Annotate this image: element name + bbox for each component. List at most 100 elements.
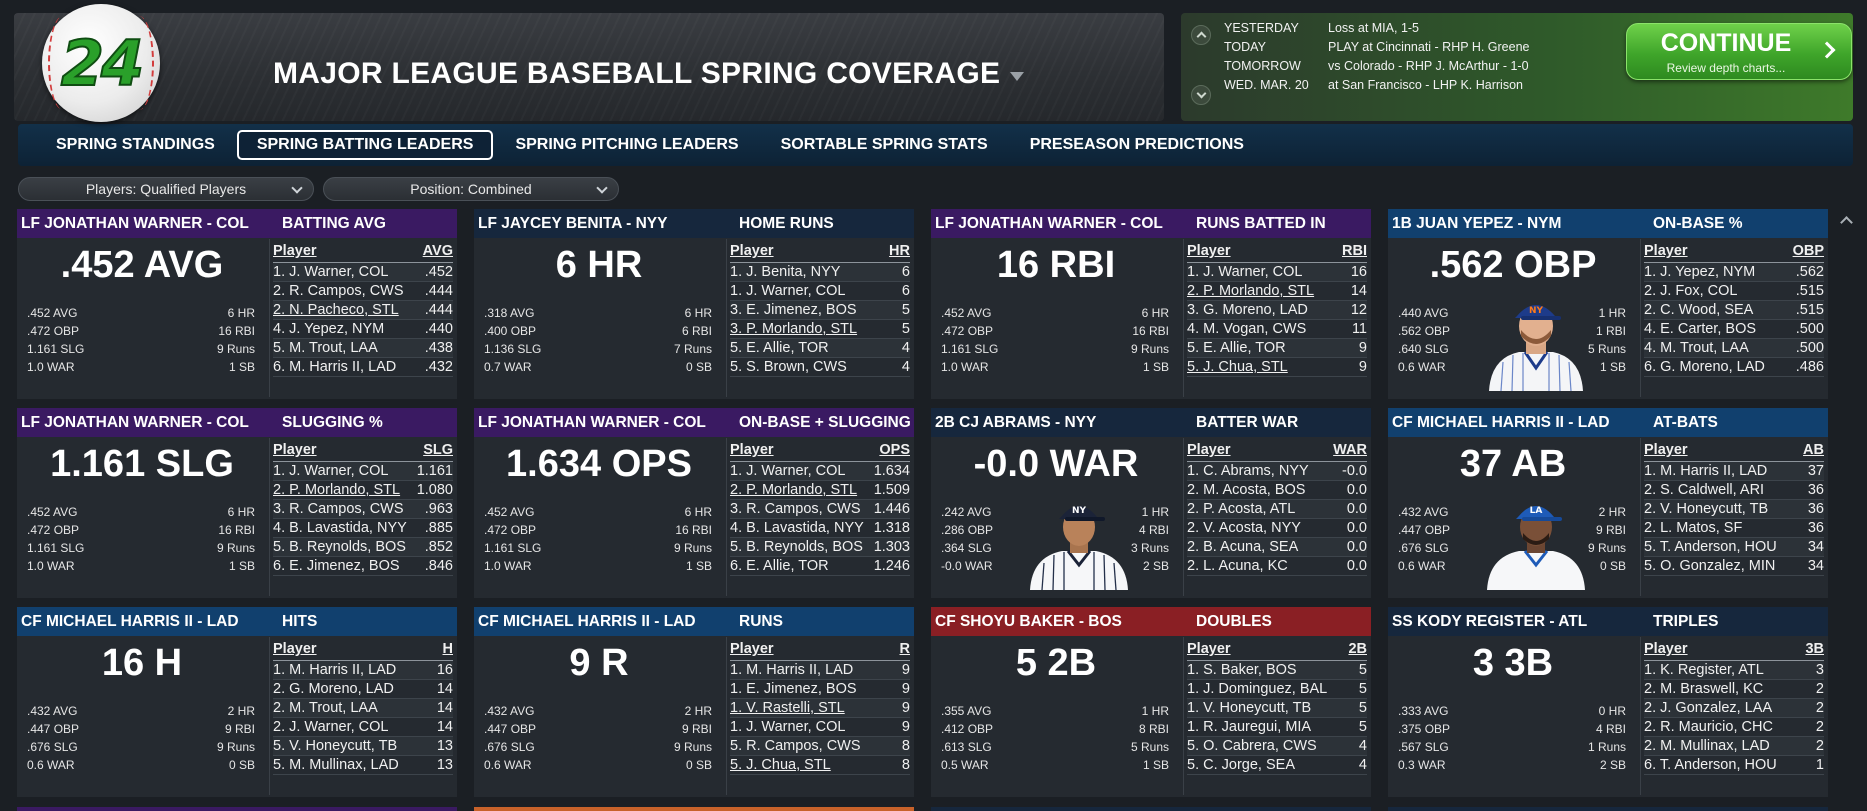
column-header-player[interactable]: Player (1644, 243, 1688, 259)
leaders-table-row[interactable]: 1. V. Rastelli, STL 9 (730, 699, 910, 718)
tab-spring-pitching-leaders[interactable]: SPRING PITCHING LEADERS (515, 136, 739, 153)
card-player-name[interactable]: CF MICHAEL HARRIS II - LAD (478, 612, 696, 630)
leader-name[interactable]: 2. M. Braswell, KC (1644, 681, 1764, 697)
leader-name[interactable]: 1. J. Warner, COL (1187, 264, 1303, 280)
leader-name[interactable]: 2. L. Acuna, KC (1187, 558, 1288, 574)
leader-name[interactable]: 2. R. Campos, CWS (273, 283, 404, 299)
leaders-table-row[interactable]: 5. O. Cabrera, CWS 4 (1187, 737, 1367, 756)
leader-name[interactable]: 1. M. Harris II, LAD (730, 662, 854, 678)
card-player-name[interactable]: 1B JUAN YEPEZ - NYM (1392, 214, 1562, 232)
leaders-table-row[interactable]: 4. M. Vogan, CWS 11 (1187, 320, 1367, 339)
column-header-stat[interactable]: WAR (1333, 442, 1367, 458)
leaders-table-row[interactable]: 4. B. Lavastida, NYY 1.318 (730, 519, 910, 538)
leader-name[interactable]: 5. B. Reynolds, BOS (730, 539, 863, 555)
leader-name[interactable]: 5. R. Campos, CWS (730, 738, 861, 754)
leader-name[interactable]: 2. M. Acosta, BOS (1187, 482, 1306, 498)
leaders-table-row[interactable]: 6. E. Jimenez, BOS .846 (273, 557, 453, 576)
players-filter-dropdown[interactable]: Players: Qualified Players (18, 177, 314, 201)
column-header-player[interactable]: Player (730, 442, 774, 458)
leader-name[interactable]: 5. O. Gonzalez, MIN (1644, 558, 1776, 574)
card-header[interactable]: 1B JUAN YEPEZ - NYM ON-BASE % (1388, 209, 1828, 238)
leaders-table-row[interactable]: 2. V. Acosta, NYY 0.0 (1187, 519, 1367, 538)
leaders-table-row[interactable]: 1. J. Benita, NYY 6 (730, 263, 910, 282)
card-player-name[interactable]: LF JONATHAN WARNER - COL (935, 214, 1163, 232)
leaders-table-row[interactable]: 1. J. Warner, COL 6 (730, 282, 910, 301)
column-header-player[interactable]: Player (1187, 641, 1231, 657)
leaders-table-row[interactable]: 2. P. Acosta, ATL 0.0 (1187, 500, 1367, 519)
leaders-table-row[interactable]: 1. V. Honeycutt, TB 5 (1187, 699, 1367, 718)
leader-name[interactable]: 2. C. Wood, SEA (1644, 302, 1754, 318)
leader-name[interactable]: 2. M. Trout, LAA (273, 700, 378, 716)
leader-name[interactable]: 2. N. Pacheco, STL (273, 302, 399, 318)
leader-name[interactable]: 1. J. Warner, COL (730, 283, 846, 299)
leader-name[interactable]: 5. M. Mullinax, LAD (273, 757, 399, 773)
leaders-table-row[interactable]: 1. M. Harris II, LAD 9 (730, 661, 910, 680)
card-header[interactable]: CF MICHAEL HARRIS II - LAD HITS (17, 607, 457, 636)
leader-name[interactable]: 1. J. Yepez, NYM (1644, 264, 1756, 280)
leader-name[interactable]: 5. J. Chua, STL (730, 757, 831, 773)
leaders-table-row[interactable]: 2. P. Morlando, STL 1.509 (730, 481, 910, 500)
leaders-table-row[interactable]: 6. T. Anderson, HOU 1 (1644, 756, 1824, 775)
leaders-table-row[interactable]: 3. G. Moreno, LAD 12 (1187, 301, 1367, 320)
leader-name[interactable]: 2. P. Acosta, ATL (1187, 501, 1296, 517)
card-player-name[interactable]: LF JAYCEY BENITA - NYY (478, 214, 668, 232)
column-header-stat[interactable]: AB (1803, 442, 1824, 458)
leaders-table-row[interactable]: 1. M. Harris II, LAD 37 (1644, 462, 1824, 481)
leaders-table-row[interactable]: 2. M. Mullinax, LAD 2 (1644, 737, 1824, 756)
leaders-table-row[interactable]: 2. N. Pacheco, STL .444 (273, 301, 453, 320)
leader-name[interactable]: 2. J. Gonzalez, LAA (1644, 700, 1773, 716)
column-header-stat[interactable]: 2B (1348, 641, 1367, 657)
leaders-table-row[interactable]: 2. S. Caldwell, ARI 36 (1644, 481, 1824, 500)
column-header-stat[interactable]: OPS (879, 442, 910, 458)
leader-name[interactable]: 1. K. Register, ATL (1644, 662, 1764, 678)
leader-name[interactable]: 1. J. Warner, COL (730, 719, 846, 735)
card-header[interactable]: LF JONATHAN WARNER - COL ON-BASE + SLUGGI… (474, 408, 914, 437)
column-header-stat[interactable]: OBP (1792, 243, 1824, 259)
leader-name[interactable]: 2. G. Moreno, LAD (273, 681, 394, 697)
leaders-table-row[interactable]: 1. J. Warner, COL .452 (273, 263, 453, 282)
leader-name[interactable]: 4. B. Lavastida, NYY (730, 520, 864, 536)
leader-name[interactable]: 5. E. Allie, TOR (730, 340, 829, 356)
column-header-player[interactable]: Player (273, 442, 317, 458)
leader-name[interactable]: 4. M. Trout, LAA (1644, 340, 1749, 356)
leaders-table-row[interactable]: 4. J. Yepez, NYM .440 (273, 320, 453, 339)
leader-name[interactable]: 6. M. Harris II, LAD (273, 359, 397, 375)
leader-name[interactable]: 1. J. Warner, COL (273, 264, 389, 280)
leaders-table-row[interactable]: 5. B. Reynolds, BOS 1.303 (730, 538, 910, 557)
leader-name[interactable]: 1. V. Rastelli, STL (730, 700, 845, 716)
leaders-table-row[interactable]: 3. P. Morlando, STL 5 (730, 320, 910, 339)
leaders-table-row[interactable]: 2. M. Acosta, BOS 0.0 (1187, 481, 1367, 500)
leaders-table-row[interactable]: 5. J. Chua, STL 9 (1187, 358, 1367, 377)
leader-name[interactable]: 1. R. Jauregui, MIA (1187, 719, 1312, 735)
column-header-player[interactable]: Player (1644, 442, 1688, 458)
column-header-stat[interactable]: SLG (423, 442, 453, 458)
column-header-stat[interactable]: 3B (1805, 641, 1824, 657)
leaders-table-row[interactable]: 5. C. Jorge, SEA 4 (1187, 756, 1367, 775)
leaders-table-row[interactable]: 1. J. Yepez, NYM .562 (1644, 263, 1824, 282)
card-player-name[interactable]: LF JONATHAN WARNER - COL (21, 214, 249, 232)
leader-name[interactable]: 1. J. Warner, COL (273, 463, 389, 479)
schedule-up-button[interactable] (1191, 25, 1211, 45)
leader-name[interactable]: 1. M. Harris II, LAD (1644, 463, 1768, 479)
page-title[interactable]: MAJOR LEAGUE BASEBALL SPRING COVERAGE (273, 57, 1001, 90)
leader-name[interactable]: 1. J. Benita, NYY (730, 264, 841, 280)
leader-name[interactable]: 6. G. Moreno, LAD (1644, 359, 1765, 375)
leaders-table-row[interactable]: 2. V. Honeycutt, TB 36 (1644, 500, 1824, 519)
continue-button[interactable]: CONTINUE Review depth charts... (1626, 23, 1852, 80)
leaders-table-row[interactable]: 2. C. Wood, SEA .515 (1644, 301, 1824, 320)
leader-name[interactable]: 2. V. Acosta, NYY (1187, 520, 1301, 536)
leader-name[interactable]: 5. V. Honeycutt, TB (273, 738, 398, 754)
column-header-player[interactable]: Player (1644, 641, 1688, 657)
leader-name[interactable]: 5. T. Anderson, HOU (1644, 539, 1777, 555)
leader-name[interactable]: 2. J. Warner, COL (273, 719, 389, 735)
card-header[interactable]: CF SHOYU BAKER - BOS DOUBLES (931, 607, 1371, 636)
leader-name[interactable]: 3. E. Jimenez, BOS (730, 302, 857, 318)
leaders-table-row[interactable]: 2. M. Braswell, KC 2 (1644, 680, 1824, 699)
leaders-table-row[interactable]: 3. E. Jimenez, BOS 5 (730, 301, 910, 320)
leader-name[interactable]: 5. O. Cabrera, CWS (1187, 738, 1317, 754)
card-player-name[interactable]: SS KODY REGISTER - ATL (1392, 612, 1588, 630)
leader-name[interactable]: 2. P. Morlando, STL (273, 482, 401, 498)
leader-name[interactable]: 2. J. Fox, COL (1644, 283, 1738, 299)
leaders-table-row[interactable]: 5. M. Trout, LAA .438 (273, 339, 453, 358)
leaders-table-row[interactable]: 3. R. Campos, CWS 1.446 (730, 500, 910, 519)
